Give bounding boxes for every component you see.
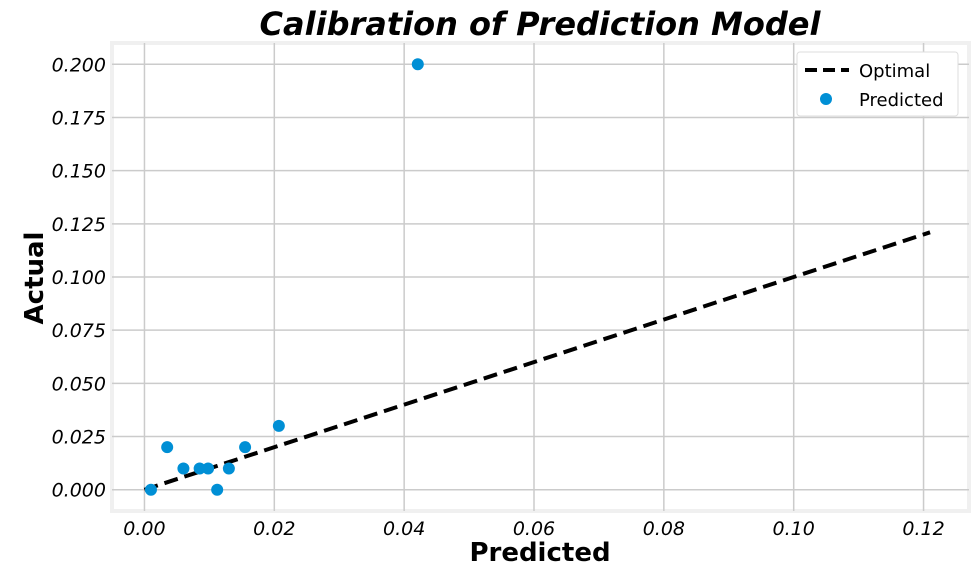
x-tick-label: 0.04	[383, 518, 425, 540]
legend-predicted-label: Predicted	[859, 90, 944, 111]
y-axis-label: Actual	[20, 232, 50, 325]
x-tick-label: 0.10	[773, 518, 815, 540]
predicted-point	[202, 462, 215, 475]
y-tick-label: 0.050	[52, 373, 106, 395]
x-tick-label: 0.00	[123, 518, 165, 540]
y-tick-label: 0.075	[52, 320, 106, 342]
y-tick-label: 0.175	[52, 107, 106, 129]
y-tick-label: 0.200	[52, 54, 106, 76]
predicted-point	[211, 483, 224, 496]
y-tick-label: 0.100	[52, 267, 106, 289]
predicted-point	[272, 419, 285, 432]
grid-lines	[112, 43, 969, 511]
y-tick-label: 0.025	[52, 427, 106, 449]
predicted-point	[161, 441, 174, 454]
predicted-point	[411, 58, 424, 71]
predicted-point	[177, 462, 190, 475]
optimal-line	[143, 230, 931, 492]
legend-optimal-label: Optimal	[859, 61, 930, 82]
tick-labels: 0.00 0.02 0.04 0.06 0.08 0.10 0.12 0.000 0.025 0.…	[52, 54, 945, 540]
x-tick-label: 0.06	[513, 518, 555, 540]
predicted-point	[144, 483, 157, 496]
chart-title: Calibration of Prediction Model	[260, 5, 822, 43]
x-tick-label: 0.08	[643, 518, 685, 540]
x-tick-label: 0.12	[902, 518, 944, 540]
y-tick-label: 0.125	[52, 214, 106, 236]
predicted-point	[222, 462, 235, 475]
y-tick-label: 0.000	[52, 480, 106, 502]
legend-box	[796, 51, 959, 117]
x-axis-label: Predicted	[469, 538, 610, 568]
x-tick-label: 0.02	[253, 518, 295, 540]
y-tick-label: 0.150	[52, 161, 106, 183]
legend: Optimal Predicted	[796, 51, 959, 117]
data-marks	[143, 58, 931, 496]
predicted-point	[239, 441, 252, 454]
predicted-point	[193, 462, 206, 475]
legend-predicted-swatch	[820, 93, 832, 105]
